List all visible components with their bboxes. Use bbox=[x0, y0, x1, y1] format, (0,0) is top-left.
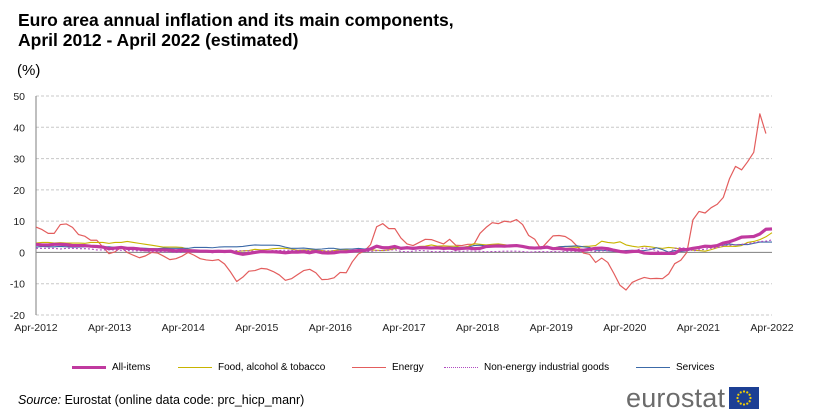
x-tick-label: Apr-2014 bbox=[162, 322, 205, 334]
x-tick-label: Apr-2013 bbox=[88, 322, 131, 334]
legend-item: Food, alcohol & tobacco bbox=[178, 362, 325, 373]
flag-star bbox=[748, 393, 751, 396]
flag-star bbox=[746, 402, 749, 405]
legend-swatch bbox=[72, 366, 106, 369]
x-tick-label: Apr-2022 bbox=[750, 322, 793, 334]
legend-label: Non-energy industrial goods bbox=[484, 362, 610, 373]
source-label: Source: bbox=[18, 393, 62, 407]
legend-item: Energy bbox=[352, 362, 424, 373]
legend-label: Food, alcohol & tobacco bbox=[218, 362, 326, 373]
flag-star bbox=[749, 396, 752, 400]
line-chart: -20 -10 0 10 20 30 40 50 Apr-2012 Apr-2013 Apr-201… bbox=[10, 91, 794, 334]
chart-legend: All-items Food, alcohol & tobacco Energy No… bbox=[0, 362, 838, 382]
flag-star bbox=[746, 391, 749, 394]
legend-label: Services bbox=[676, 362, 715, 373]
legend-label: All-items bbox=[112, 362, 151, 373]
flag-star bbox=[737, 400, 740, 403]
legend-swatch bbox=[352, 367, 386, 368]
unit-label: (%) bbox=[17, 62, 41, 79]
chart-title: Euro area annual inflation and its main … bbox=[18, 10, 454, 50]
x-tick-label: Apr-2020 bbox=[603, 322, 646, 334]
eu-flag-icon bbox=[729, 387, 760, 409]
flag-star bbox=[748, 400, 751, 403]
legend-label: Energy bbox=[392, 362, 424, 373]
y-tick-label: 40 bbox=[13, 122, 25, 134]
legend-item: All-items bbox=[72, 362, 150, 373]
x-tick-label: Apr-2021 bbox=[677, 322, 720, 334]
chart-title-line-2: April 2012 - April 2022 (estimated) bbox=[18, 30, 299, 50]
y-tick-label: 30 bbox=[13, 154, 25, 166]
y-tick-label: 20 bbox=[13, 185, 25, 197]
flag-star bbox=[739, 391, 743, 394]
flag-star bbox=[736, 396, 739, 400]
source-text: Eurostat (online data code: prc_hicp_man… bbox=[64, 393, 305, 407]
x-tick-label: Apr-2015 bbox=[235, 322, 278, 334]
chart-title-line-1: Euro area annual inflation and its main … bbox=[18, 10, 454, 30]
y-tick-label: 0 bbox=[19, 247, 25, 259]
x-tick-label: Apr-2017 bbox=[382, 322, 425, 334]
flag-star bbox=[737, 393, 740, 396]
legend-swatch bbox=[444, 367, 478, 368]
y-tick-label: -20 bbox=[10, 310, 25, 322]
series-line-energy bbox=[35, 113, 767, 291]
series-line-all-items bbox=[35, 227, 773, 256]
legend-swatch bbox=[178, 367, 212, 368]
x-tick-label: Apr-2016 bbox=[309, 322, 352, 334]
legend-swatch bbox=[636, 367, 670, 368]
legend-item: Services bbox=[636, 362, 714, 373]
source-note: Source: Eurostat (online data code: prc_… bbox=[18, 393, 304, 407]
y-tick-label: 10 bbox=[13, 216, 25, 228]
legend-item: Non-energy industrial goods bbox=[444, 362, 609, 373]
x-tick-label: Apr-2012 bbox=[14, 322, 57, 334]
flag-star bbox=[743, 390, 746, 393]
flag-star bbox=[743, 403, 746, 406]
series-line-non-energy-industrial-goods bbox=[36, 239, 773, 255]
flag-star bbox=[739, 402, 743, 405]
eurostat-wordmark: eurostat bbox=[626, 383, 726, 413]
y-tick-label: 50 bbox=[13, 91, 25, 103]
eurostat-logo: eurostat bbox=[626, 383, 760, 413]
x-tick-label: Apr-2019 bbox=[530, 322, 573, 334]
y-tick-label: -10 bbox=[10, 279, 25, 291]
x-tick-label: Apr-2018 bbox=[456, 322, 499, 334]
